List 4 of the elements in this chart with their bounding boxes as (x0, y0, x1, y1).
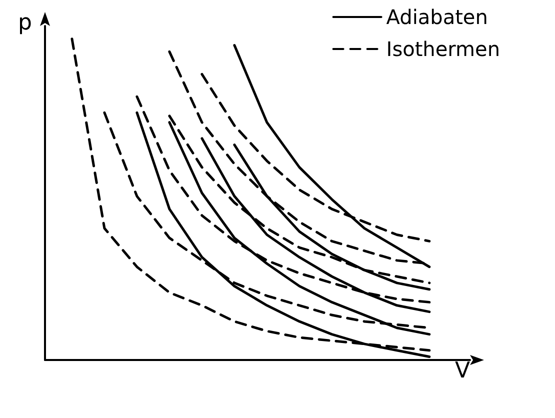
legend-label: Adiabaten (386, 5, 488, 29)
legend-label: Isothermen (386, 37, 500, 61)
x-axis-title: V (454, 358, 470, 384)
y-axis-title: p (18, 10, 32, 36)
